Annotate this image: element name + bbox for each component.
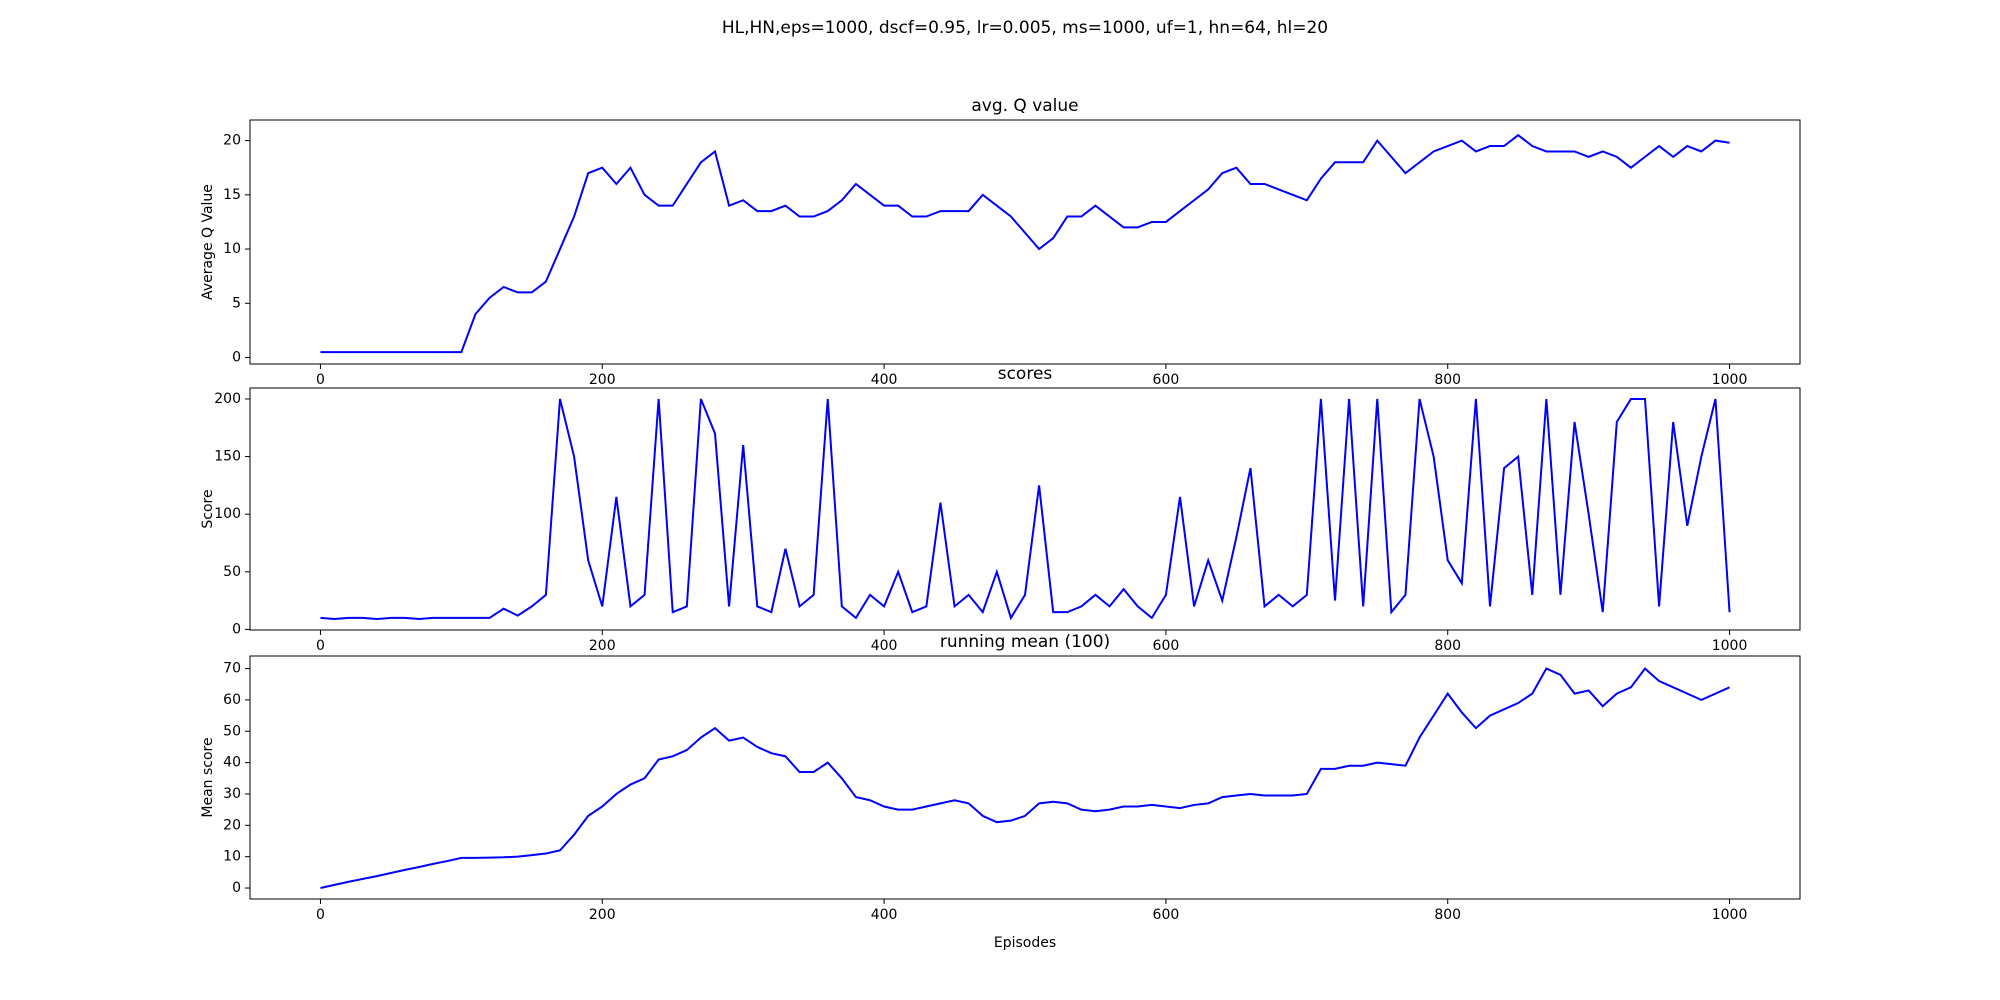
x-tick-label: 800 xyxy=(1434,638,1461,654)
chart-title: running mean (100) xyxy=(940,632,1110,652)
plot-frame xyxy=(249,655,1801,900)
y-tick-label: 30 xyxy=(223,786,241,802)
y-tick-label: 20 xyxy=(223,133,241,149)
x-tick-label: 400 xyxy=(871,907,898,923)
y-tick-label: 0 xyxy=(232,621,241,637)
y-tick-label: 40 xyxy=(223,755,241,771)
y-tick-label: 0 xyxy=(232,880,241,896)
x-tick-label: 600 xyxy=(1153,372,1180,388)
y-tick-label: 5 xyxy=(232,295,241,311)
x-tick-label: 400 xyxy=(871,372,898,388)
y-axis-label: Mean score xyxy=(200,737,216,817)
y-tick-label: 10 xyxy=(223,849,241,865)
plot-frame xyxy=(249,387,1801,631)
y-tick-label: 50 xyxy=(223,564,241,580)
y-tick-label: 20 xyxy=(223,817,241,833)
x-tick-label: 400 xyxy=(871,638,898,654)
x-axis-label: Episodes xyxy=(994,935,1056,951)
y-tick-label: 0 xyxy=(232,349,241,365)
x-tick-label: 600 xyxy=(1153,638,1180,654)
y-tick-label: 10 xyxy=(223,241,241,257)
x-tick-label: 1000 xyxy=(1712,372,1748,388)
x-tick-label: 1000 xyxy=(1712,638,1748,654)
y-tick-label: 100 xyxy=(214,506,241,522)
x-tick-label: 0 xyxy=(316,638,325,654)
x-tick-label: 200 xyxy=(589,638,616,654)
plot-frame xyxy=(249,119,1801,365)
y-tick-label: 70 xyxy=(223,661,241,677)
y-tick-label: 150 xyxy=(214,449,241,465)
x-tick-label: 800 xyxy=(1434,372,1461,388)
y-axis-label: Average Q Value xyxy=(200,184,216,300)
data-line xyxy=(320,667,1730,890)
chart-title: scores xyxy=(998,364,1053,384)
x-tick-label: 800 xyxy=(1434,907,1461,923)
chart-title: avg. Q value xyxy=(971,96,1078,116)
y-axis-label: Score xyxy=(200,489,216,528)
y-tick-label: 15 xyxy=(223,187,241,203)
data-line xyxy=(320,133,1730,354)
y-tick-label: 60 xyxy=(223,692,241,708)
figure-title: HL,HN,eps=1000, dscf=0.95, lr=0.005, ms=… xyxy=(722,18,1328,38)
x-tick-label: 600 xyxy=(1153,907,1180,923)
y-tick-label: 200 xyxy=(214,391,241,407)
x-tick-label: 0 xyxy=(316,372,325,388)
x-tick-label: 200 xyxy=(589,372,616,388)
x-tick-label: 0 xyxy=(316,907,325,923)
x-tick-label: 1000 xyxy=(1712,907,1748,923)
x-tick-label: 200 xyxy=(589,907,616,923)
data-line xyxy=(320,397,1731,621)
y-tick-label: 50 xyxy=(223,723,241,739)
